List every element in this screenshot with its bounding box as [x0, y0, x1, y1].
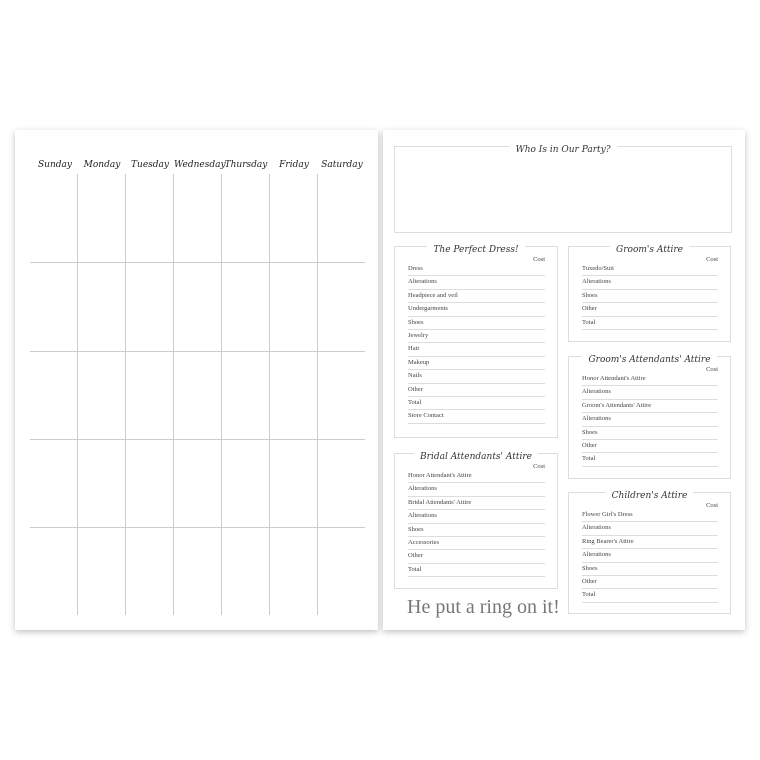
line-item[interactable]: Other [582, 576, 718, 590]
line-item[interactable]: Undergarments [408, 303, 545, 317]
day-header-sunday: Sunday [38, 160, 72, 170]
day-header-monday: Monday [83, 160, 121, 170]
grooms-attire-box: Groom's Attire Cost Tuxedo/Suit Alterations… [568, 245, 731, 342]
grid-column-line [125, 174, 126, 615]
line-item[interactable]: Honor Attendant's Attire [408, 470, 545, 484]
line-item[interactable]: Jewelry [408, 330, 545, 344]
line-item[interactable]: Other [582, 440, 718, 454]
cost-label: Cost [533, 256, 545, 263]
line-item[interactable]: Ring Bearer's Attire [582, 536, 718, 550]
line-item[interactable]: Alterations [582, 386, 718, 400]
line-item[interactable]: Hair [408, 343, 545, 357]
line-item[interactable]: Alterations [582, 276, 718, 290]
grid-column-line [221, 174, 222, 615]
line-item[interactable]: Alterations [408, 276, 545, 290]
section-title: Groom's Attire [610, 245, 689, 255]
line-item[interactable]: Shoes [408, 524, 545, 537]
line-item[interactable]: Flower Girl's Dress [582, 509, 718, 523]
grid-column-line [317, 174, 318, 615]
line-item[interactable]: Accessories [408, 537, 545, 551]
line-item[interactable]: Total [582, 589, 718, 603]
line-item[interactable]: Shoes [582, 290, 718, 304]
line-item[interactable]: Makeup [408, 357, 545, 371]
line-item[interactable]: Headpiece and veil [408, 290, 545, 304]
line-item[interactable]: Total [408, 564, 545, 578]
attire-planner-page: Who Is in Our Party? He put a ring on it… [383, 130, 745, 630]
section-title: Children's Attire [605, 491, 694, 501]
calendar-page: Sunday Monday Tuesday Wednesday Thursday Frid… [15, 130, 378, 630]
line-item[interactable]: Dress [408, 263, 545, 277]
section-title: Bridal Attendants' Attire [414, 452, 538, 462]
line-item[interactable]: Other [408, 550, 545, 564]
day-header-saturday: Saturday [321, 160, 363, 170]
line-item[interactable]: Other [582, 303, 718, 317]
grid-column-line [77, 174, 78, 615]
line-item[interactable]: Shoes [582, 427, 718, 440]
line-item[interactable]: Other [408, 384, 545, 397]
grid-row-line [30, 262, 365, 263]
line-item[interactable]: Bridal Attendants' Attire [408, 497, 545, 511]
line-item[interactable]: Honor Attendant's Attire [582, 373, 718, 387]
line-item[interactable]: Alterations [582, 522, 718, 536]
cost-label: Cost [533, 463, 545, 470]
cost-label: Cost [706, 502, 718, 509]
perfect-dress-box: The Perfect Dress! Cost Dress Alterations He… [394, 245, 558, 438]
line-item[interactable]: Alterations [582, 549, 718, 563]
line-item[interactable]: Total [582, 317, 718, 330]
line-item[interactable]: Total [408, 397, 545, 411]
line-item[interactable]: Shoes [408, 317, 545, 330]
line-item[interactable]: Alterations [408, 483, 545, 497]
day-header-thursday: Thursday [224, 160, 268, 170]
line-item[interactable]: Groom's Attendants' Attire [582, 400, 718, 414]
line-item[interactable]: Total [582, 453, 718, 467]
section-title: The Perfect Dress! [427, 245, 525, 255]
grid-row-line [30, 439, 365, 440]
grid-column-line [173, 174, 174, 615]
grid-row-line [30, 351, 365, 352]
line-item[interactable]: Tuxedo/Suit [582, 263, 718, 277]
line-item[interactable]: Shoes [582, 563, 718, 576]
day-header-friday: Friday [279, 160, 309, 170]
line-item[interactable]: Store Contact [408, 410, 545, 424]
day-header-tuesday: Tuesday [131, 160, 169, 170]
party-box: Who Is in Our Party? [394, 145, 732, 233]
cost-label: Cost [706, 256, 718, 263]
line-item[interactable]: Alterations [408, 510, 545, 524]
line-item[interactable]: Alterations [582, 413, 718, 427]
cost-label: Cost [706, 366, 718, 373]
bridal-attendants-attire-box: Bridal Attendants' Attire Cost Honor Atten… [394, 452, 558, 589]
grid-row-line [30, 527, 365, 528]
day-header-wednesday: Wednesday [174, 160, 226, 170]
grid-column-line [269, 174, 270, 615]
grooms-attendants-attire-box: Groom's Attendants' Attire Cost Honor Atte… [568, 355, 731, 479]
party-title: Who Is in Our Party? [509, 145, 617, 155]
section-title: Groom's Attendants' Attire [582, 355, 717, 365]
childrens-attire-box: Children's Attire Cost Flower Girl's Dress… [568, 491, 731, 614]
tagline: He put a ring on it! [407, 596, 560, 618]
line-item[interactable]: Nails [408, 370, 545, 384]
